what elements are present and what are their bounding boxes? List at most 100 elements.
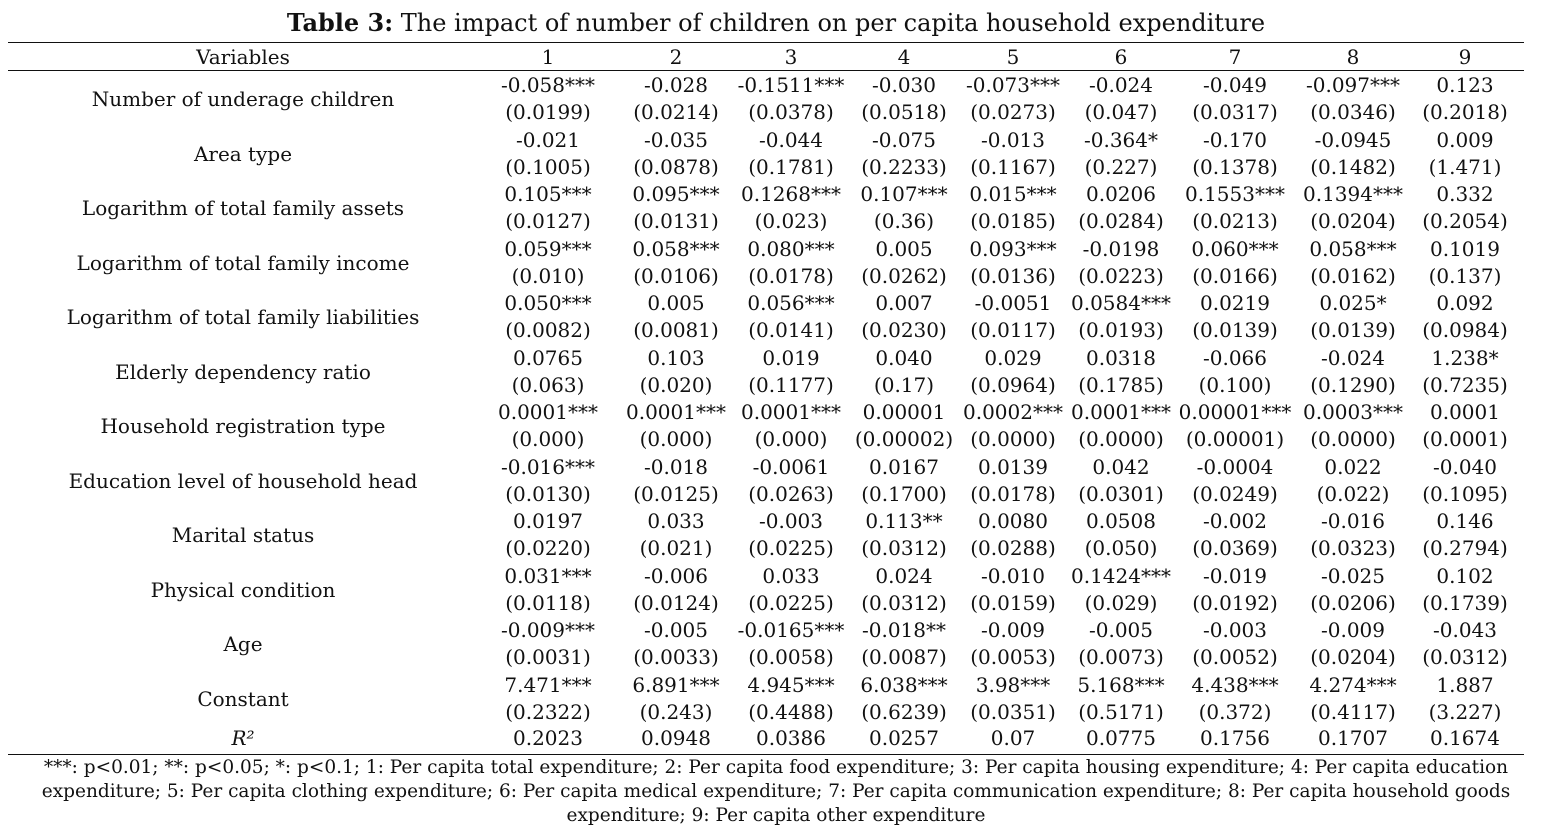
variable-name: Area type [193,141,293,166]
std-error-cell: (0.0139) [1192,318,1278,342]
coefficient-cell: -0.009 [1320,618,1385,642]
coefficient-cell: -0.043 [1432,618,1497,642]
std-error-cell: (0.6239) [861,699,947,724]
table-title: Table 3: The impact of number of childre… [0,8,1552,38]
table-number: Table 3: [286,8,394,37]
std-error-cell: (0.36) [873,209,935,233]
coefficient-cell: 0.019 [762,345,820,370]
top-rule [8,42,1524,43]
r-squared-cell: 0.0948 [641,726,711,750]
coefficient-cell: 0.005 [647,291,705,315]
std-error-cell: (0.00002) [854,427,954,451]
coefficient-cell: 0.0002*** [963,400,1063,424]
coefficient-cell: 0.123 [1436,73,1494,97]
std-error-cell: (0.0031) [505,645,591,669]
std-error-cell: (0.227) [1084,154,1158,179]
std-error-cell: (0.0284) [1078,209,1164,233]
std-error-cell: (0.7235) [1422,372,1508,397]
std-error-cell: (0.0033) [633,645,719,669]
std-error-cell: (0.0220) [505,536,591,560]
coefficient-cell: 0.0139 [978,454,1048,479]
coefficient-cell: -0.005 [643,618,708,642]
std-error-cell: (0.0323) [1310,536,1396,560]
coefficient-cell: 0.0003*** [1303,400,1403,424]
std-error-cell: (0.0263) [748,481,834,506]
coefficient-cell: 0.0197 [513,509,583,533]
std-error-cell: (0.0193) [1078,318,1164,342]
variable-name: Logarithm of total family liabilities [66,305,420,329]
variable-name: Elderly dependency ratio [115,359,371,384]
std-error-cell: (0.0346) [1310,100,1396,124]
bottom-rule [8,754,1524,755]
coefficient-cell: 0.113** [865,509,943,533]
std-error-cell: (0.4117) [1310,699,1396,724]
std-error-cell: (0.0204) [1310,645,1396,669]
std-error-cell: (0.029) [1084,590,1158,615]
coefficient-cell: -0.016*** [500,454,595,479]
coefficient-cell: -0.003 [1202,618,1267,642]
coefficient-cell: 0.0001*** [1071,400,1171,424]
coefficient-cell: 0.058*** [632,236,720,261]
std-error-cell: (0.0288) [970,536,1056,560]
column-header: 9 [1458,45,1472,69]
std-error-cell: (0.0230) [861,318,947,342]
std-error-cell: (0.0141) [748,318,834,342]
coefficient-cell: -0.016 [1320,509,1385,533]
variable-name: Household registration type [100,414,386,438]
coefficient-cell: 0.00001*** [1178,400,1292,424]
coefficient-cell: -0.024 [1320,345,1385,370]
std-error-cell: (0.000) [639,427,713,451]
std-error-cell: (0.022) [1316,481,1390,506]
variable-name: Number of underage children [91,87,395,111]
column-header: 1 [541,45,555,69]
coefficient-cell: -0.364* [1083,127,1158,152]
std-error-cell: (0.0204) [1310,209,1396,233]
std-error-cell: (0.0106) [633,263,719,288]
std-error-cell: (0.0166) [1192,263,1278,288]
coefficient-cell: -0.005 [1088,618,1153,642]
coefficient-cell: -0.030 [871,73,936,97]
coefficient-cell: 5.168*** [1077,672,1165,697]
r-squared-cell: 0.1674 [1430,726,1500,750]
coefficient-cell: 0.0508 [1086,509,1156,533]
std-error-cell: (0.0117) [970,318,1056,342]
std-error-cell: (0.0206) [1310,590,1396,615]
std-error-cell: (0.17) [873,372,935,397]
coefficient-cell: 7.471*** [504,672,592,697]
coefficient-cell: -0.073*** [965,73,1060,97]
coefficient-cell: 0.0765 [513,345,583,370]
std-error-cell: (0.0136) [970,263,1056,288]
std-error-cell: (0.2794) [1422,536,1508,560]
coefficient-cell: 0.332 [1436,182,1494,206]
coefficient-cell: 0.146 [1436,509,1494,533]
coefficient-cell: 0.0001*** [498,400,598,424]
std-error-cell: (0.4488) [748,699,834,724]
coefficient-cell: 0.095*** [632,182,720,206]
r-squared-label: R² [231,726,255,750]
std-error-cell: (0.1290) [1310,372,1396,397]
coefficient-cell: 3.98*** [975,672,1051,697]
coefficient-cell: 0.031*** [504,563,592,588]
std-error-cell: (0.0058) [748,645,834,669]
variable-name: Logarithm of total family income [76,250,410,275]
coefficient-cell: 0.103 [647,345,705,370]
coefficient-cell: -0.0051 [974,291,1052,315]
coefficient-cell: 0.033 [762,563,820,588]
std-error-cell: (0.0073) [1078,645,1164,669]
coefficient-cell: 0.0318 [1086,345,1156,370]
std-error-cell: (0.2018) [1422,100,1508,124]
coefficient-cell: 1.238* [1431,345,1499,370]
notes-line-2: expenditure; 5: Per capita clothing expe… [41,781,1511,802]
coefficient-cell: -0.097*** [1305,73,1400,97]
coefficient-cell: 0.033 [647,509,705,533]
std-error-cell: (0.047) [1084,100,1158,124]
std-error-cell: (0.0262) [861,263,947,288]
std-error-cell: (0.0082) [505,318,591,342]
std-error-cell: (0.1005) [505,154,591,179]
coefficient-cell: 0.0080 [978,509,1048,533]
std-error-cell: (0.023) [754,209,828,233]
std-error-cell: (0.1482) [1310,154,1396,179]
std-error-cell: (0.1781) [748,154,834,179]
coefficient-cell: 0.1268*** [741,182,841,206]
std-error-cell: (0.000) [511,427,585,451]
